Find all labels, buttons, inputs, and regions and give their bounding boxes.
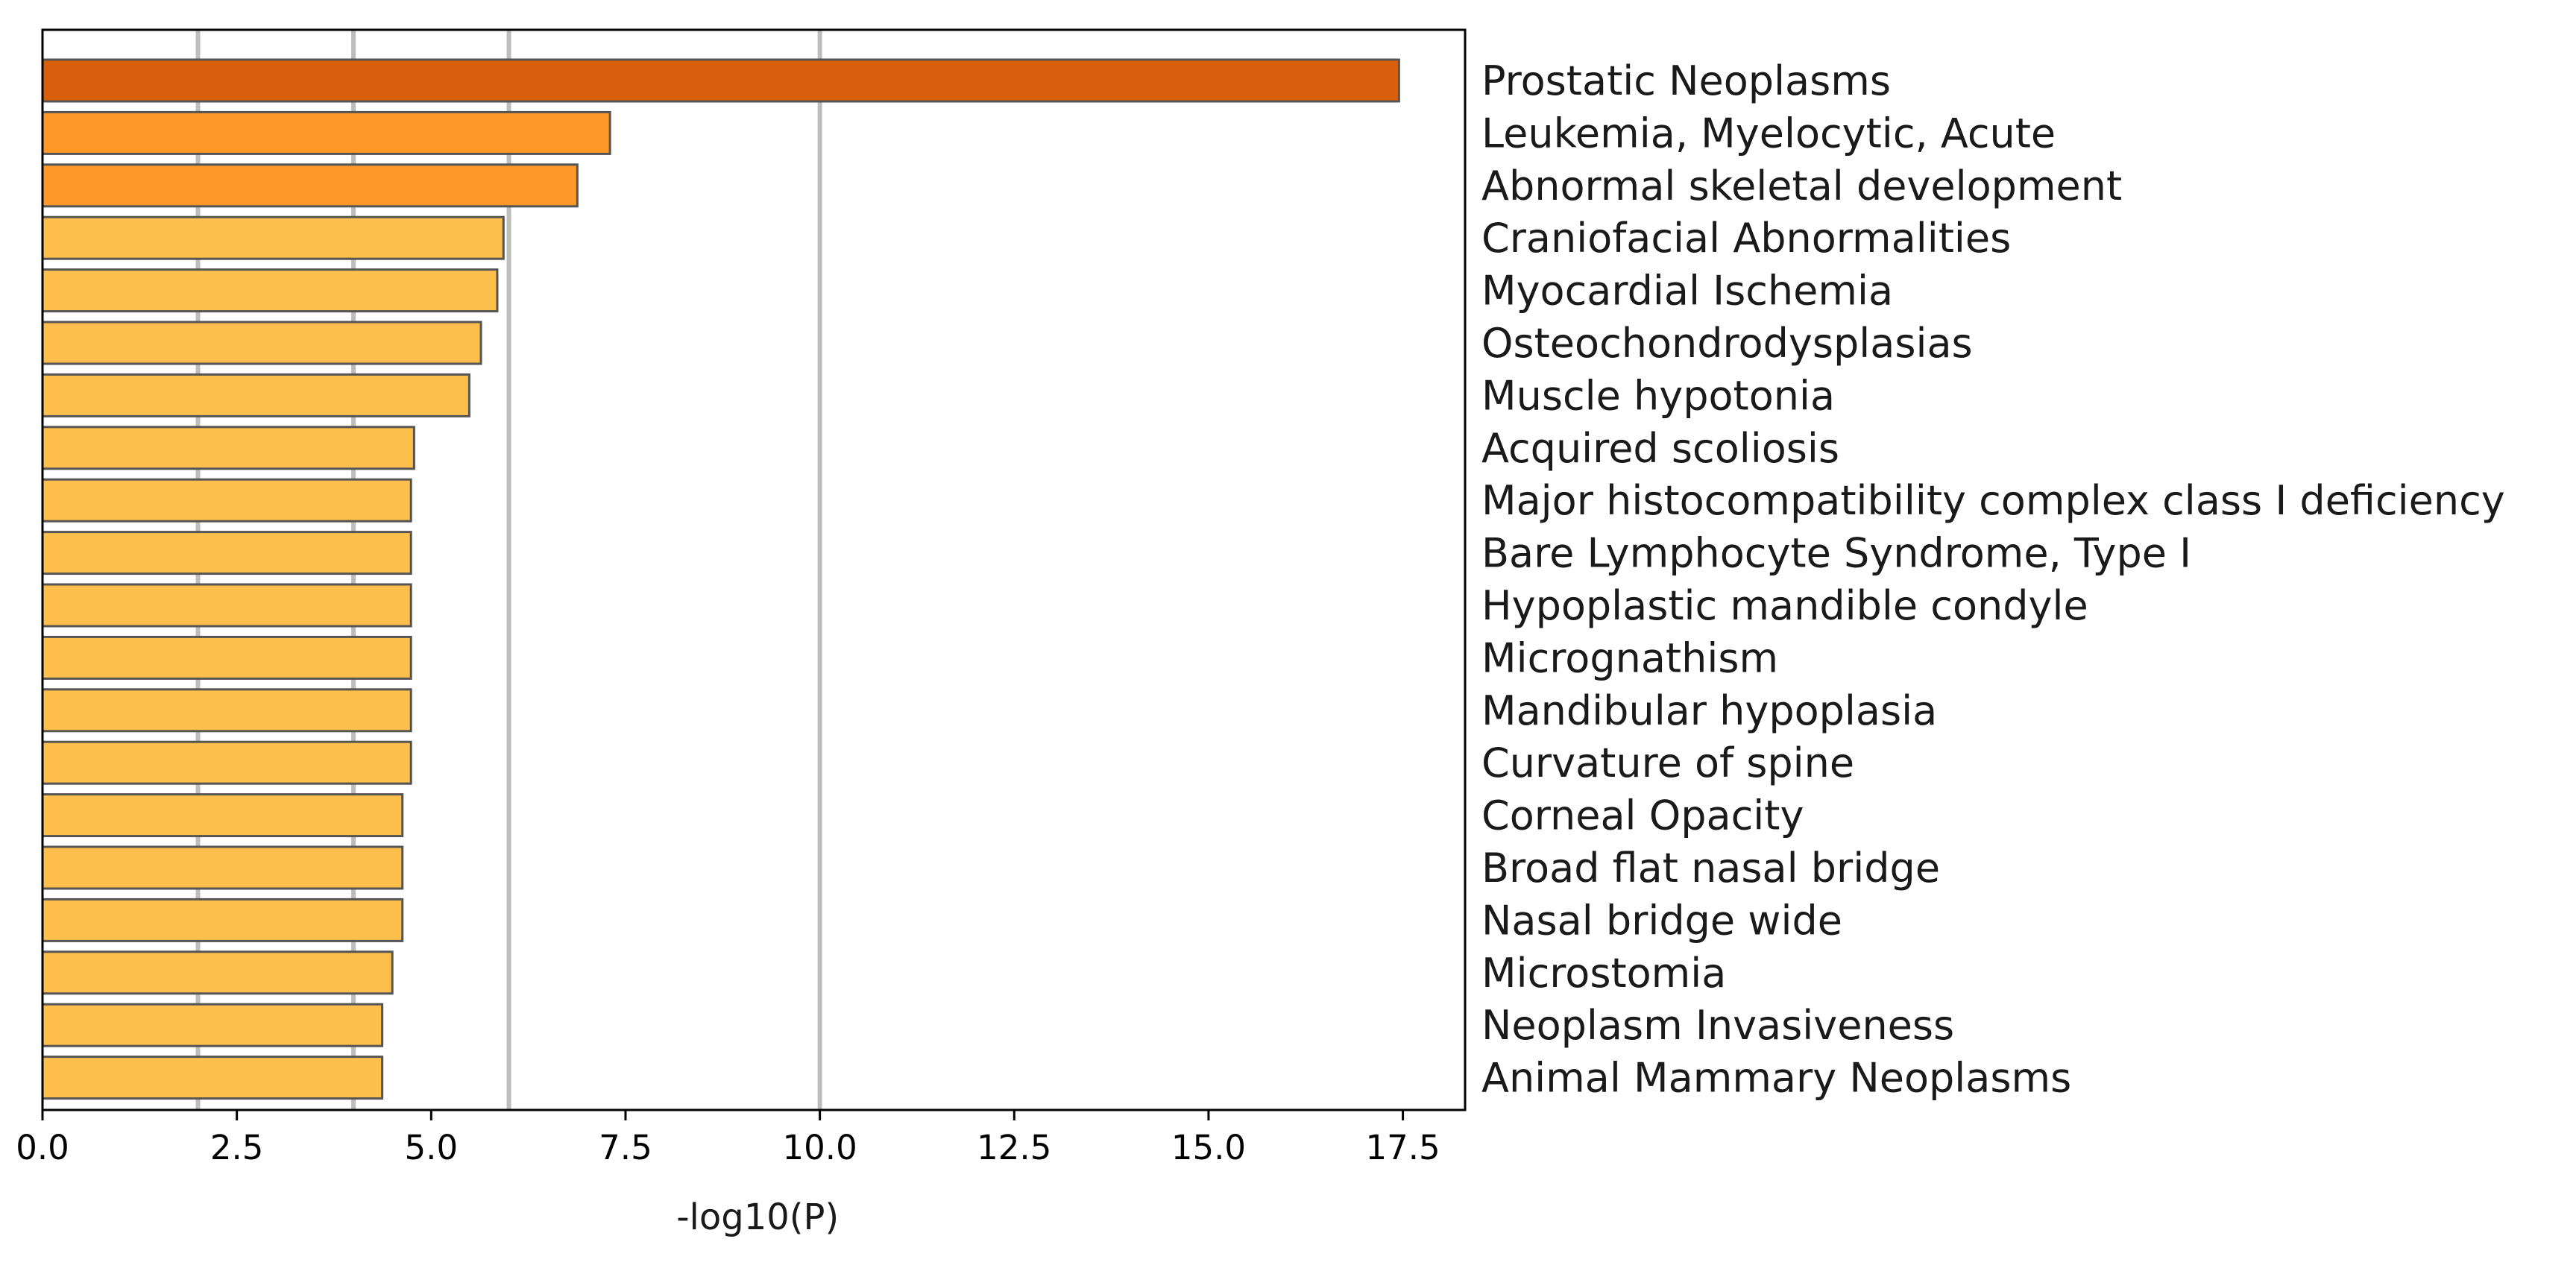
bars bbox=[41, 58, 1400, 1100]
x-tick-label: 12.5 bbox=[977, 1128, 1051, 1167]
bar bbox=[41, 531, 412, 575]
bar bbox=[41, 1003, 384, 1047]
category-label: Bare Lymphocyte Syndrome, Type I bbox=[1481, 530, 2191, 577]
x-axis-title: -log10(P) bbox=[676, 1196, 839, 1238]
category-labels: Prostatic Neoplasms Leukemia, Myelocytic,… bbox=[1481, 57, 2505, 1102]
bar bbox=[41, 740, 412, 785]
bar bbox=[41, 1056, 384, 1100]
category-label: Neoplasm Invasiveness bbox=[1481, 1002, 1954, 1049]
x-tick-label: 7.5 bbox=[599, 1128, 652, 1167]
category-label: Craniofacial Abnormalities bbox=[1481, 215, 2011, 262]
category-label: Acquired scoliosis bbox=[1481, 425, 1839, 472]
bar bbox=[41, 793, 404, 838]
x-tick-label: 15.0 bbox=[1171, 1128, 1246, 1167]
bar bbox=[41, 373, 470, 417]
x-tick-label: 17.5 bbox=[1365, 1128, 1440, 1167]
category-label: Myocardial Ischemia bbox=[1481, 268, 1893, 315]
category-label: Micrognathism bbox=[1481, 634, 1778, 681]
bar bbox=[41, 898, 404, 942]
bar bbox=[41, 215, 505, 260]
category-label: Osteochondrodysplasias bbox=[1481, 320, 1973, 367]
category-label: Animal Mammary Neoplasms bbox=[1481, 1055, 2071, 1102]
category-label: Mandibular hypoplasia bbox=[1481, 687, 1937, 734]
bar bbox=[41, 110, 611, 155]
category-label: Abnormal skeletal development bbox=[1481, 163, 2122, 209]
bar bbox=[41, 950, 394, 995]
category-label: Microstomia bbox=[1481, 950, 1726, 997]
bar bbox=[41, 688, 412, 733]
bar bbox=[41, 583, 412, 628]
category-label: Nasal bridge wide bbox=[1481, 897, 1842, 944]
category-label: Prostatic Neoplasms bbox=[1481, 57, 1891, 104]
plot-frame bbox=[41, 28, 1467, 1111]
x-tick-label: 2.5 bbox=[210, 1128, 264, 1167]
x-tick-label: 10.0 bbox=[783, 1128, 857, 1167]
category-label: Leukemia, Myelocytic, Acute bbox=[1481, 110, 2056, 157]
bar bbox=[41, 268, 499, 313]
bar bbox=[41, 163, 579, 208]
bar bbox=[41, 321, 482, 365]
category-label: Major histocompatibility complex class I… bbox=[1481, 477, 2505, 524]
category-label: Hypoplastic mandible condyle bbox=[1481, 582, 2088, 629]
category-label: Corneal Opacity bbox=[1481, 792, 1804, 839]
category-label: Muscle hypotonia bbox=[1481, 372, 1835, 419]
bar bbox=[41, 58, 1400, 103]
category-label: Curvature of spine bbox=[1481, 739, 1854, 786]
x-tick-label: 5.0 bbox=[405, 1128, 459, 1167]
bar bbox=[41, 635, 412, 680]
x-tick-label: 0.0 bbox=[16, 1128, 69, 1167]
bar bbox=[41, 845, 404, 890]
category-label: Broad flat nasal bridge bbox=[1481, 845, 1940, 892]
bar bbox=[41, 426, 415, 470]
bar bbox=[41, 478, 412, 523]
x-axis-ticks: 0.0 2.5 5.0 7.5 10.0 12.5 15.0 17.5 bbox=[16, 1110, 1440, 1167]
